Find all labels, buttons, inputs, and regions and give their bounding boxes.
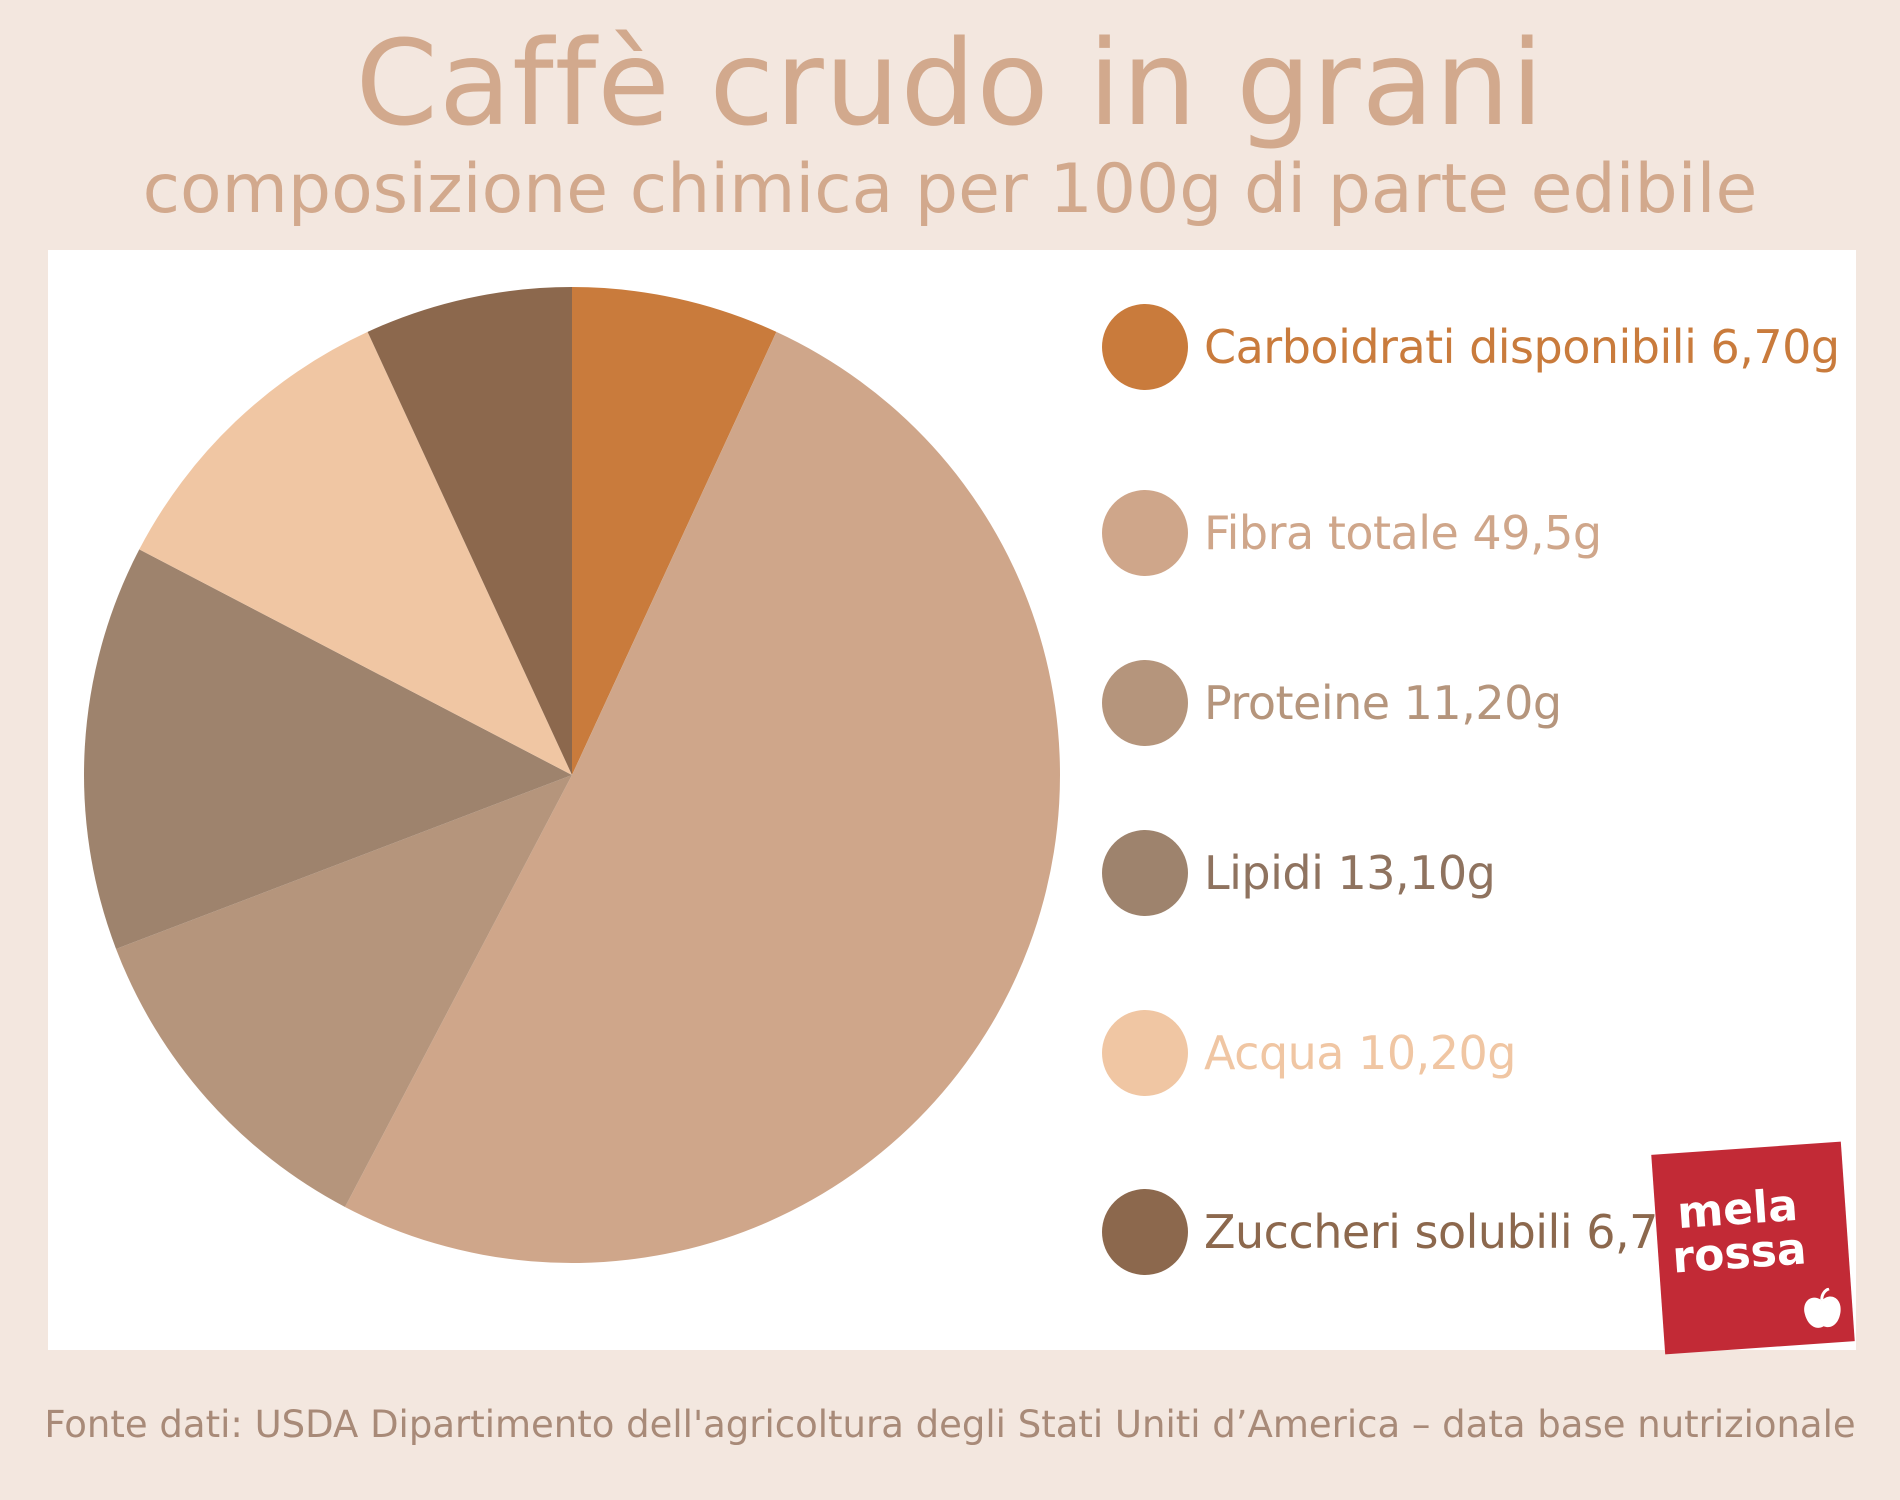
logo-line-2: rossa	[1670, 1223, 1808, 1284]
legend-label: Proteine 11,20g	[1204, 676, 1562, 730]
chart-subtitle: composizione chimica per 100g di parte e…	[142, 150, 1758, 229]
legend-swatch	[1102, 1189, 1188, 1275]
legend-swatch	[1102, 490, 1188, 576]
legend-item: Proteine 11,20g	[1102, 658, 1562, 748]
legend-item: Acqua 10,20g	[1102, 1008, 1517, 1098]
legend-item: Fibra totale 49,5g	[1102, 488, 1602, 578]
legend-label: Acqua 10,20g	[1204, 1026, 1517, 1080]
pie-slice-proteine	[116, 775, 572, 1207]
pie-chart	[83, 287, 1061, 1264]
legend-label: Fibra totale 49,5g	[1204, 506, 1602, 560]
legend-swatch	[1102, 304, 1188, 390]
legend-label: Carboidrati disponibili 6,70g	[1204, 320, 1840, 374]
legend-item: Zuccheri solubili 6,7g	[1102, 1187, 1687, 1277]
pie-slice-carboidrati-disponibili	[572, 287, 777, 775]
mela-rossa-logo: mela rossa	[1651, 1141, 1855, 1355]
pie-slice-acqua	[139, 331, 572, 775]
legend-label: Lipidi 13,10g	[1204, 846, 1496, 900]
legend-item: Lipidi 13,10g	[1102, 828, 1496, 918]
legend-swatch	[1102, 1010, 1188, 1096]
chart-panel: Carboidrati disponibili 6,70g Fibra total…	[48, 250, 1856, 1350]
legend-swatch	[1102, 660, 1188, 746]
legend-label: Zuccheri solubili 6,7g	[1204, 1205, 1687, 1259]
apple-icon	[1804, 1287, 1841, 1328]
data-source-note: Fonte dati: USDA Dipartimento dell'agric…	[44, 1403, 1856, 1446]
pie-slice-lipidi	[83, 549, 572, 949]
chart-title: Caffè crudo in grani	[355, 14, 1545, 152]
pie-slice-zuccheri-solubili	[367, 287, 572, 775]
legend-item: Carboidrati disponibili 6,70g	[1102, 302, 1840, 392]
pie-slice-fibra-totale	[345, 331, 1061, 1264]
legend-swatch	[1102, 830, 1188, 916]
